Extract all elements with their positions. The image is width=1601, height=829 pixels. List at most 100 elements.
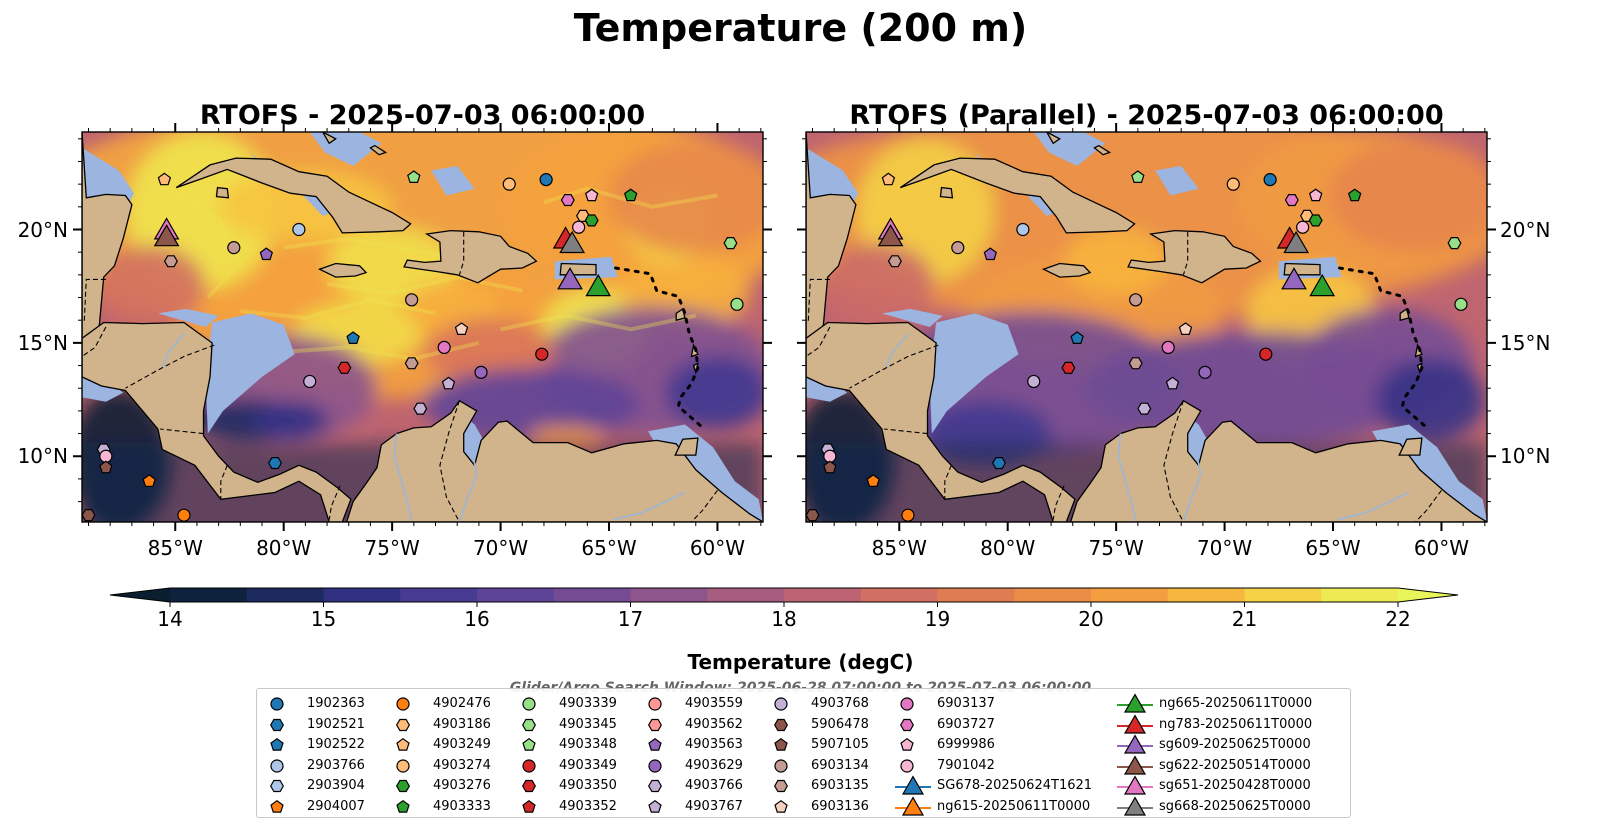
obs-marker-5906478 [81, 509, 96, 522]
obs-marker-6903136 [454, 322, 469, 335]
legend-marker [1123, 734, 1147, 754]
country-border [807, 278, 830, 323]
legend-item-label: 2903904 [307, 778, 365, 794]
country-border [160, 428, 204, 435]
legend-item-label: 5906478 [811, 716, 869, 732]
colorbar-label: Temperature (degC) [687, 650, 914, 674]
colorbar-extend-low [110, 588, 170, 602]
legend-item-label: 4903274 [433, 757, 491, 773]
land-central [806, 321, 1076, 522]
obs-marker-4903563 [983, 247, 998, 261]
glider-marker-sg609-20250625T0000 [1281, 267, 1307, 290]
obs-marker-1902522 [346, 331, 360, 344]
obs-marker-6999986 [1308, 188, 1323, 202]
legend-marker [522, 718, 536, 731]
obs-marker-6903134 [405, 293, 419, 307]
colorbar-tick-label: 17 [617, 607, 644, 631]
shallow-shelf [82, 376, 124, 402]
lat-tick-label-right: 10°N [1500, 444, 1551, 469]
legend-marker-icon [895, 775, 931, 795]
legend-marker-icon [774, 799, 788, 813]
legend-marker [900, 738, 914, 751]
obs-marker-4903339 [1454, 297, 1468, 311]
legend-marker [396, 759, 410, 773]
legend-marker-icon [396, 697, 410, 711]
legend-marker-icon [648, 799, 662, 813]
colorbar-tick-label: 19 [924, 607, 951, 631]
lon-tick-label-left: 65°W [581, 536, 637, 560]
legend-item-label: 5907105 [811, 737, 869, 753]
obs-marker-6903134 [1129, 293, 1143, 307]
glider-marker-sg609-20250625T0000 [557, 267, 583, 290]
lat-tick-label-right: 20°N [1500, 217, 1551, 242]
shallow-shelf [431, 166, 475, 196]
obs-marker-2904007 [866, 474, 880, 487]
legend-marker-icon [522, 759, 536, 773]
axis-ticks [73, 123, 772, 531]
lon-tick-label-right: 65°W [1305, 536, 1361, 560]
legend-item-label: 4903562 [685, 716, 743, 732]
country-border [1415, 489, 1442, 522]
legend-item-label: 4903768 [811, 696, 869, 711]
obs-marker-4903350 [1061, 361, 1076, 374]
colorbar-segment [860, 588, 939, 602]
obs-marker-1902363 [539, 173, 553, 187]
colorbar-tick-label: 15 [310, 607, 337, 631]
colorbar-tick-label: 20 [1078, 607, 1104, 631]
obs-marker-4903768 [303, 374, 317, 389]
legend-item-label: 6903137 [937, 696, 995, 711]
legend-marker [1123, 796, 1147, 816]
obs-marker-4903276 [584, 214, 599, 227]
obs-marker-6903135 [887, 255, 902, 268]
legend-marker [648, 780, 662, 793]
legend-marker-icon [270, 738, 284, 751]
legend-marker-icon [774, 780, 788, 793]
obs-marker-2904007 [142, 474, 156, 487]
legend-item-label: 2903766 [307, 757, 365, 773]
colorbar-tick-label: 21 [1231, 607, 1258, 631]
obs-marker-1902363 [1263, 173, 1277, 187]
legend-item-label: 4903345 [559, 716, 617, 732]
obs-marker-4903766 [413, 402, 428, 415]
lat-tick-label-left: 15°N [17, 330, 68, 355]
legend-item-label: 1902522 [307, 737, 365, 753]
lon-tick-label-right: 60°W [1413, 536, 1470, 560]
legend-marker-icon [774, 759, 788, 773]
legend-marker [900, 697, 914, 711]
land-bahama1 [321, 132, 337, 145]
legend-marker [774, 718, 788, 731]
legend-marker [901, 775, 925, 795]
legend-marker-icon [648, 718, 662, 731]
obs-marker-4903766 [1137, 402, 1152, 415]
legend-item-label: 4903339 [559, 696, 617, 711]
obs-marker-4903767 [441, 376, 456, 390]
legend-item-label: 4903350 [559, 778, 617, 794]
land-isle_youth [215, 186, 230, 199]
legend-item-label: 6903136 [811, 799, 869, 814]
obs-marker-7901042 [1296, 220, 1310, 234]
river [613, 491, 686, 521]
legend-marker [1123, 713, 1147, 734]
legend-marker-icon [270, 718, 284, 731]
country-border [83, 278, 106, 323]
legend-marker [396, 799, 410, 813]
land-trinidad [1398, 437, 1423, 456]
glider-marker-ng665-20250611T0000 [1309, 273, 1336, 297]
legend-marker [901, 796, 925, 816]
colorbar [109, 587, 1459, 607]
obs-marker-6903137 [437, 340, 451, 355]
lesser-antilles [1338, 266, 1430, 431]
shallow-shelf [205, 313, 295, 434]
legend-marker-icon [396, 759, 410, 773]
colorbar-segment [937, 588, 1015, 602]
country-border [1182, 231, 1189, 275]
panel-title-left: RTOFS - 2025-07-03 06:00:00 [199, 100, 646, 131]
colorbar-segment [1321, 588, 1399, 602]
lon-tick-label-left: 70°W [472, 536, 529, 560]
obs-marker-7901042 [99, 449, 113, 463]
legend-marker [270, 718, 284, 731]
legend-marker [774, 799, 788, 813]
lon-tick-label-right: 70°W [1196, 536, 1253, 560]
obs-marker-4903349 [1259, 347, 1273, 361]
lat-tick-label-left: 20°N [17, 217, 68, 242]
